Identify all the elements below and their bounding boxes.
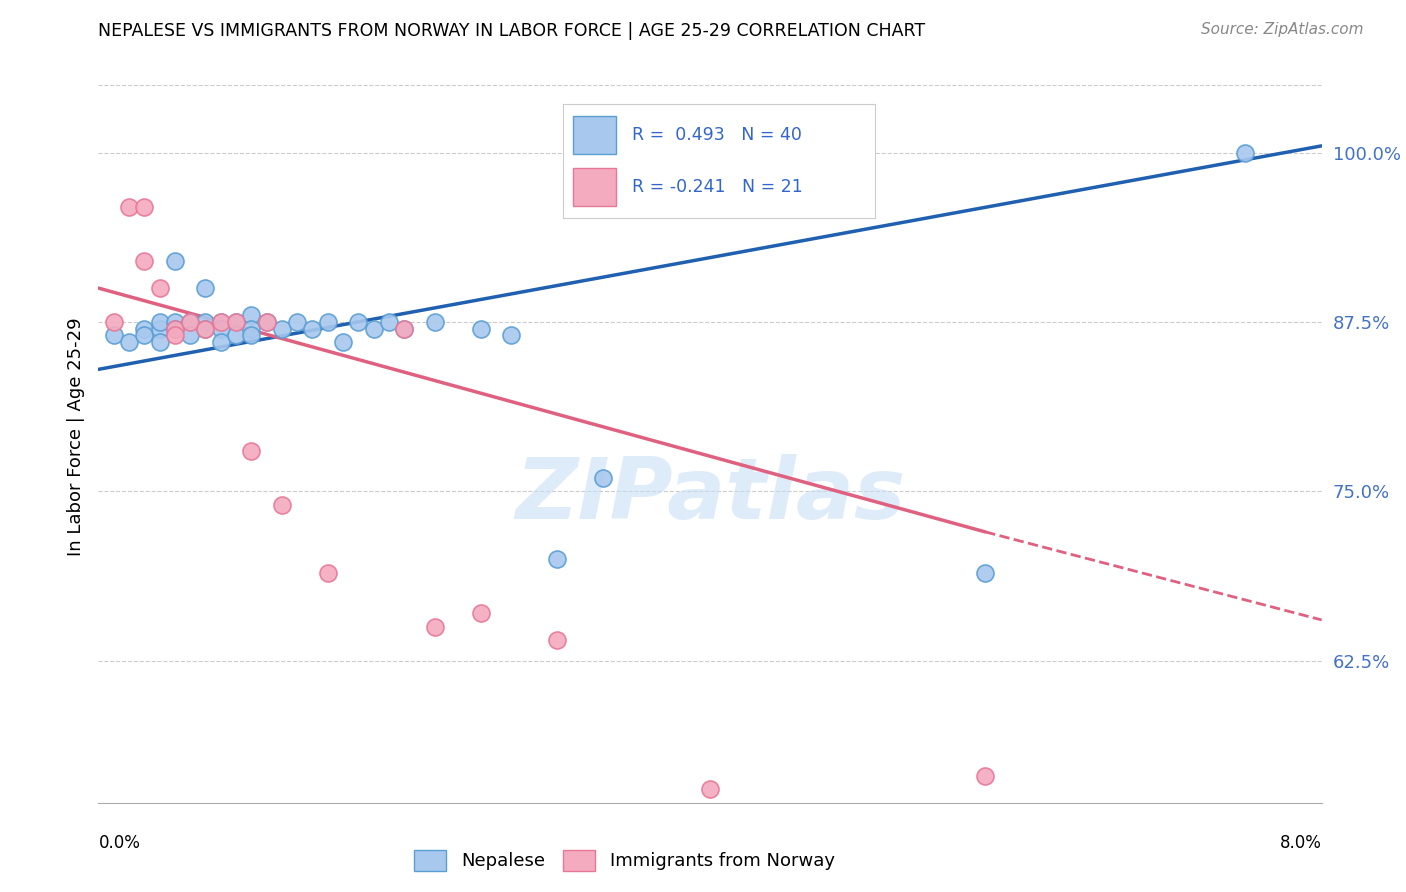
Point xyxy=(134,328,156,343)
Point xyxy=(149,335,172,350)
Text: 8.0%: 8.0% xyxy=(1279,834,1322,852)
Point xyxy=(378,315,401,329)
Point xyxy=(501,328,523,343)
Point xyxy=(316,566,339,580)
Point xyxy=(240,443,263,458)
Point xyxy=(149,322,172,336)
Point xyxy=(118,335,141,350)
Point xyxy=(179,315,201,329)
Text: Source: ZipAtlas.com: Source: ZipAtlas.com xyxy=(1201,22,1364,37)
Point xyxy=(134,254,156,268)
Point xyxy=(699,782,721,797)
Point xyxy=(194,281,217,295)
Point xyxy=(285,315,308,329)
Point xyxy=(363,322,385,336)
Point xyxy=(546,633,568,648)
Point xyxy=(592,471,614,485)
Point xyxy=(179,315,201,329)
Point xyxy=(240,308,263,322)
Point xyxy=(103,328,125,343)
Text: NEPALESE VS IMMIGRANTS FROM NORWAY IN LABOR FORCE | AGE 25-29 CORRELATION CHART: NEPALESE VS IMMIGRANTS FROM NORWAY IN LA… xyxy=(98,22,925,40)
Point xyxy=(316,315,339,329)
Y-axis label: In Labor Force | Age 25-29: In Labor Force | Age 25-29 xyxy=(66,318,84,557)
Text: ZIPatlas: ZIPatlas xyxy=(515,454,905,537)
Point xyxy=(240,328,263,343)
Point xyxy=(149,281,172,295)
Point xyxy=(974,769,997,783)
Point xyxy=(392,322,416,336)
Point xyxy=(179,328,201,343)
Point xyxy=(347,315,370,329)
Point xyxy=(209,335,232,350)
Point xyxy=(134,322,156,336)
Point xyxy=(1234,145,1257,160)
Point xyxy=(194,315,217,329)
Point xyxy=(163,322,186,336)
Point xyxy=(470,322,492,336)
Point xyxy=(225,315,247,329)
Point xyxy=(470,606,492,620)
Point xyxy=(270,498,294,512)
Point xyxy=(225,328,247,343)
Point xyxy=(103,315,125,329)
Point xyxy=(225,315,247,329)
Point xyxy=(301,322,323,336)
Point xyxy=(209,315,232,329)
Point xyxy=(423,620,446,634)
Point xyxy=(209,322,232,336)
Point xyxy=(194,322,217,336)
Point xyxy=(546,552,568,566)
Point xyxy=(240,322,263,336)
Text: 0.0%: 0.0% xyxy=(98,834,141,852)
Point xyxy=(163,322,186,336)
Legend: Nepalese, Immigrants from Norway: Nepalese, Immigrants from Norway xyxy=(406,843,842,878)
Point xyxy=(270,322,294,336)
Point xyxy=(163,315,186,329)
Point xyxy=(256,315,278,329)
Point xyxy=(256,315,278,329)
Point xyxy=(209,315,232,329)
Point xyxy=(392,322,416,336)
Point xyxy=(194,322,217,336)
Point xyxy=(974,566,997,580)
Point xyxy=(332,335,354,350)
Point xyxy=(423,315,446,329)
Point xyxy=(163,328,186,343)
Point xyxy=(149,315,172,329)
Point xyxy=(163,254,186,268)
Point xyxy=(118,200,141,214)
Point xyxy=(134,200,156,214)
